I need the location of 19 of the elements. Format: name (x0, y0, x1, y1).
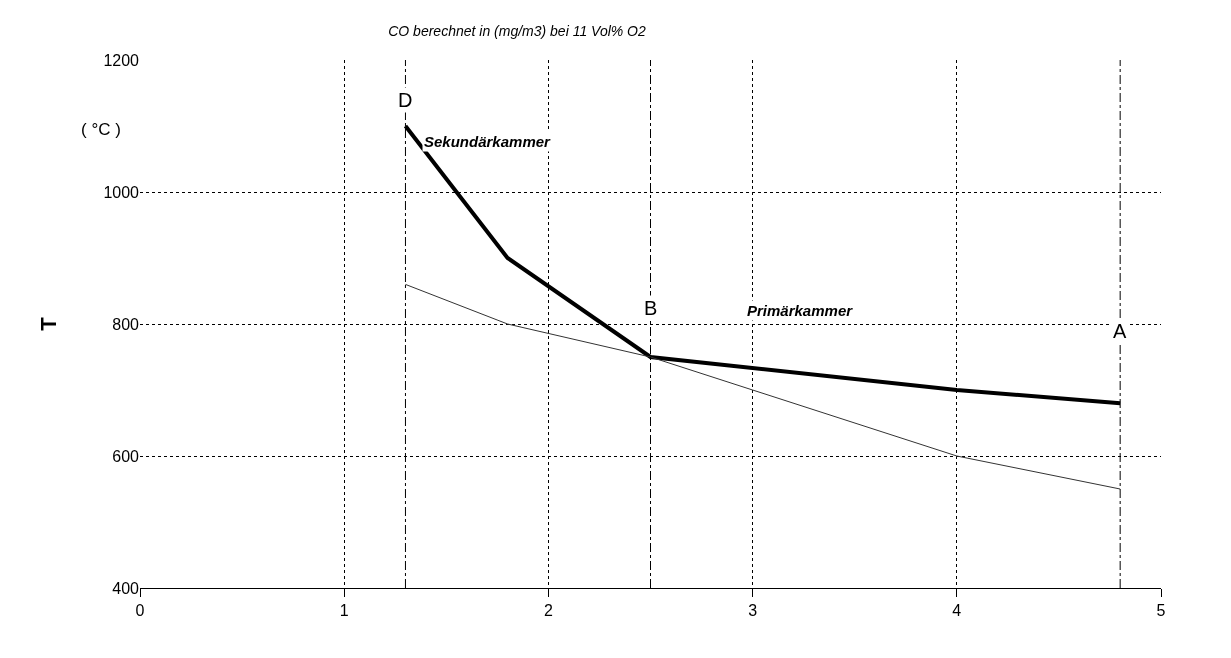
annotation: Primärkammer (747, 302, 854, 319)
y-tick-label: 800 (112, 315, 140, 333)
annotation: D (398, 89, 413, 111)
y-tick-label: 1200 (103, 51, 140, 69)
x-tick-label: 2 (543, 602, 553, 620)
annotation: A (1113, 320, 1127, 342)
x-tick-label: 1 (339, 602, 349, 620)
x-tick-label: 0 (135, 602, 145, 620)
x-tick-label: 3 (748, 602, 758, 620)
annotation: Sekundärkammer (424, 133, 552, 150)
y-tick-label: 400 (112, 579, 140, 597)
x-tick-label: 4 (952, 602, 962, 620)
x-tick-label: 5 (1156, 602, 1166, 620)
chart-title: CO berechnet in (mg/m3) bei 11 Vol% O2 (388, 23, 647, 40)
text: ( °C ) (81, 120, 121, 139)
y-tick-label: 600 (112, 447, 140, 465)
annotation: B (644, 297, 658, 319)
y-tick-label: 1000 (103, 183, 140, 201)
y-axis-title: T (36, 316, 62, 331)
